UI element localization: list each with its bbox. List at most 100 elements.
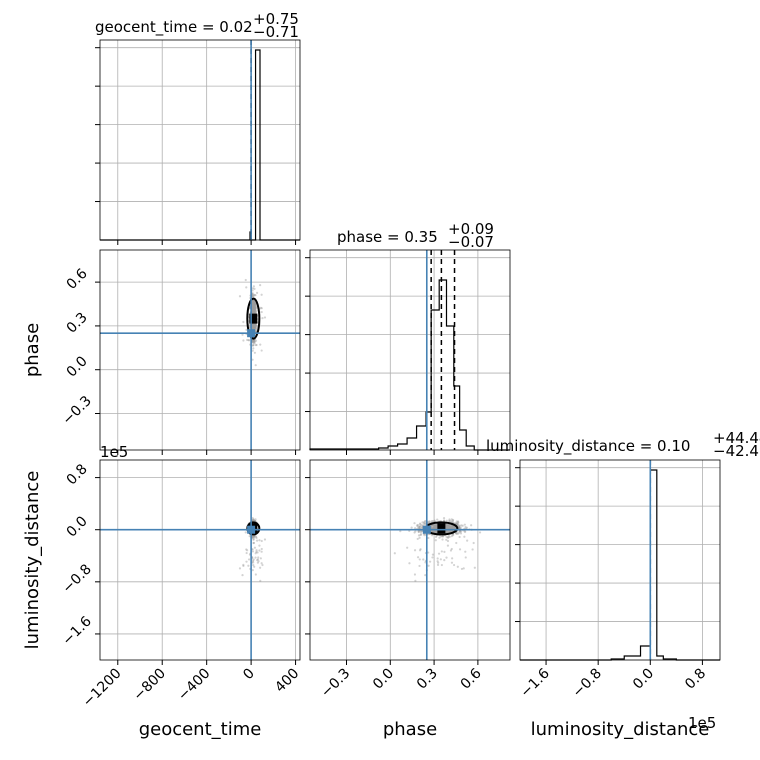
sample-point <box>251 548 254 551</box>
sample-point <box>413 522 416 525</box>
sample-point <box>447 520 451 523</box>
title-luminosity-distance: luminosity_distance = 0.10 <box>486 437 690 456</box>
sample-point <box>433 526 436 529</box>
sample-point <box>447 527 450 530</box>
sample-point <box>253 324 256 327</box>
y-tick-label: 0.6 <box>64 266 91 293</box>
sample-point <box>253 304 256 307</box>
sample-point <box>434 535 438 539</box>
x-tick-label: −800 <box>131 666 170 705</box>
sample-point <box>252 309 255 312</box>
sample-point <box>251 308 255 311</box>
x-tick-label: 0.6 <box>458 665 485 692</box>
sample-point <box>421 526 424 530</box>
sample-point <box>252 304 256 307</box>
sample-point <box>252 304 255 307</box>
sample-point <box>253 341 256 345</box>
x-tick-label: −1200 <box>80 666 125 711</box>
sample-point <box>254 535 257 538</box>
panel-frame <box>309 459 511 661</box>
sample-point <box>252 324 255 327</box>
sample-point <box>252 305 255 309</box>
sample-point <box>418 536 421 539</box>
sample-point <box>251 311 255 314</box>
sample-point <box>252 307 255 310</box>
sample-point <box>260 550 263 553</box>
sample-point <box>436 560 439 563</box>
sample-point <box>447 530 451 534</box>
sample-point <box>450 526 454 529</box>
sample-point <box>252 347 255 350</box>
sample-point <box>434 526 437 529</box>
sample-point <box>255 343 258 347</box>
sample-point <box>433 524 436 527</box>
sample-point <box>253 311 256 314</box>
x-tick-label: 400 <box>272 666 302 696</box>
sample-point <box>435 530 438 533</box>
sample-point <box>245 548 248 551</box>
sample-point <box>251 304 254 308</box>
sample-point <box>251 303 254 306</box>
sample-point <box>252 563 255 567</box>
sample-point <box>260 539 263 543</box>
sample-point <box>445 525 448 528</box>
sample-point <box>417 530 420 533</box>
sample-point <box>253 311 256 314</box>
sample-point <box>254 305 257 308</box>
sample-point <box>252 323 256 326</box>
sample-point <box>253 309 256 313</box>
title-phase-plus: +0.09 <box>448 220 494 238</box>
sample-point <box>458 529 461 533</box>
panel-frame <box>99 459 301 661</box>
sample-point <box>253 308 256 311</box>
sample-point <box>436 563 440 566</box>
sample-point <box>251 307 254 310</box>
offset-label-x: 1e5 <box>688 714 716 732</box>
title-geocent-time: geocent_time = 0.02 <box>95 18 253 37</box>
sample-point <box>242 320 245 324</box>
sample-point <box>251 307 254 310</box>
sample-point <box>251 308 255 311</box>
sample-point <box>252 519 255 522</box>
sample-point <box>251 310 255 314</box>
sample-point <box>252 295 255 298</box>
sample-point <box>432 526 435 529</box>
sample-point <box>463 535 466 538</box>
sample-point <box>252 307 255 310</box>
sample-point <box>254 324 258 327</box>
sample-point <box>434 524 437 527</box>
sample-point <box>253 324 256 327</box>
sample-point <box>448 524 451 527</box>
sample-point <box>252 309 255 312</box>
panel-luminosity_distance-vs-phase: −0.3 0.0 0.3 0.6 <box>305 459 511 701</box>
sample-point <box>435 525 438 528</box>
sample-point <box>253 308 256 311</box>
sample-point <box>252 325 255 328</box>
sample-point <box>393 552 396 555</box>
sample-point <box>419 548 422 551</box>
sample-point <box>251 518 254 522</box>
sample-point <box>442 517 446 520</box>
sample-point <box>418 558 421 561</box>
sample-point <box>253 293 256 296</box>
sample-point <box>423 534 426 537</box>
sample-point <box>251 311 255 314</box>
sample-point <box>251 293 255 296</box>
sample-point <box>253 294 256 297</box>
sample-point <box>252 308 255 311</box>
sample-point <box>254 573 257 576</box>
sample-point <box>253 307 256 310</box>
sample-point <box>256 558 260 561</box>
sample-point <box>252 324 255 328</box>
sample-point <box>253 287 256 290</box>
sample-point <box>459 526 462 529</box>
sample-point <box>453 526 456 529</box>
sample-point <box>254 552 257 555</box>
sample-point <box>246 338 249 342</box>
sample-point <box>253 324 256 327</box>
sample-point <box>252 300 255 303</box>
sample-point <box>251 324 254 327</box>
sample-point <box>251 326 255 329</box>
sample-point <box>452 526 455 529</box>
sample-point <box>458 524 461 527</box>
